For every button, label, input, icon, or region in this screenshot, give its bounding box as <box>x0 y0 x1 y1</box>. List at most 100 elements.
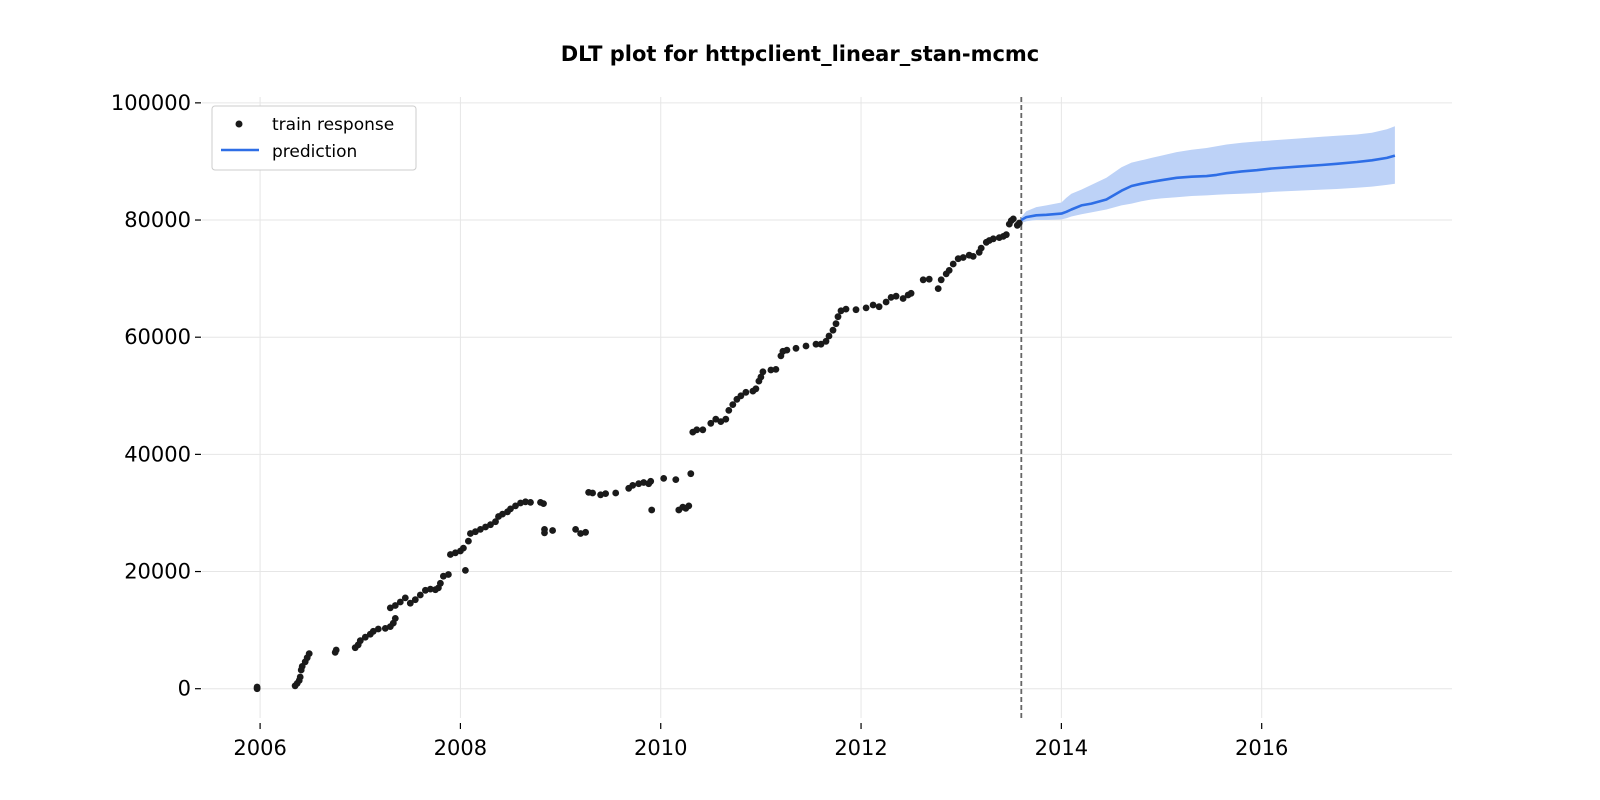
train-response-point <box>907 289 915 297</box>
train-response-point <box>729 401 737 408</box>
train-response-point <box>959 254 967 261</box>
legend-prediction-label: prediction <box>272 142 357 162</box>
train-response-point <box>332 646 340 654</box>
train-response-point <box>411 596 419 604</box>
train-response-point <box>356 637 364 645</box>
train-response-point <box>969 253 977 260</box>
train-response-point <box>875 303 883 311</box>
train-response-point <box>752 385 760 393</box>
train-response-point <box>582 528 589 536</box>
train-response-point <box>527 499 534 506</box>
train-response-point <box>977 244 985 252</box>
train-response-point <box>507 505 514 513</box>
train-response-point <box>829 326 837 334</box>
train-response-point <box>707 419 715 427</box>
train-response-point <box>361 633 369 641</box>
train-response-point <box>892 292 900 300</box>
train-response-point <box>492 518 499 526</box>
x-tick-label: 2010 <box>634 736 687 760</box>
train-response-point <box>391 602 399 609</box>
train-response-point <box>812 340 820 348</box>
x-tick-label: 2008 <box>434 736 487 760</box>
y-tick-label: 40000 <box>124 442 191 466</box>
x-tick-label: 2014 <box>1035 736 1088 760</box>
train-response-point <box>647 477 655 485</box>
train-response-point <box>549 527 556 534</box>
train-response-point <box>540 500 547 507</box>
train-response-point <box>672 476 680 483</box>
y-tick-label: 0 <box>178 677 191 701</box>
grid <box>202 97 1452 718</box>
train-response-point <box>699 426 707 434</box>
train-response-point <box>401 594 409 602</box>
train-response-layer <box>253 215 1023 693</box>
train-response-point <box>737 392 745 400</box>
prediction-line-layer <box>1020 154 1396 222</box>
train-response-point <box>477 526 484 533</box>
train-response-point <box>834 313 842 321</box>
train-response-point <box>1009 215 1017 223</box>
train-response-point <box>465 537 472 545</box>
train-response-point <box>842 305 850 313</box>
train-response-point <box>687 470 695 478</box>
legend-train-marker <box>235 120 243 128</box>
train-response-point <box>832 320 840 328</box>
train-response-point <box>296 673 304 681</box>
train-response-point <box>792 344 800 352</box>
train-response-point <box>1015 219 1023 227</box>
train-response-point <box>869 301 877 309</box>
train-response-point <box>757 373 765 381</box>
train-response-point <box>602 490 609 497</box>
train-response-point <box>989 235 997 243</box>
train-response-point <box>406 599 414 607</box>
chart-title: DLT plot for httpclient_linear_stan-mcmc <box>561 42 1040 66</box>
train-response-point <box>612 489 620 497</box>
train-response-point <box>427 585 434 593</box>
train-response-point <box>437 579 444 587</box>
train-response-point <box>725 407 733 414</box>
train-response-point <box>772 366 780 373</box>
train-response-point <box>685 502 693 510</box>
train-response-point <box>396 598 404 606</box>
train-response-point <box>541 529 548 537</box>
legend-train-label: train response <box>272 115 394 135</box>
train-response-point <box>925 275 933 283</box>
train-response-point <box>722 415 730 423</box>
train-response-point <box>817 340 825 348</box>
y-tick-label: 60000 <box>124 325 191 349</box>
x-tick-label: 2016 <box>1235 736 1288 760</box>
train-response-point <box>862 304 870 312</box>
train-response-point <box>693 426 701 434</box>
train-response-point <box>416 591 424 599</box>
train-response-point <box>660 475 668 482</box>
train-response-point <box>822 337 830 345</box>
train-response-point <box>522 498 529 506</box>
train-response-point <box>391 615 399 622</box>
train-response-point <box>460 544 467 552</box>
legend-frame <box>211 105 417 171</box>
train-response-point <box>937 276 945 284</box>
x-tick-label: 2006 <box>233 736 286 760</box>
train-response-point <box>934 285 942 292</box>
x-tick-label: 2012 <box>834 736 887 760</box>
axis-tick-labels: 2006 2008 2010 2012 2014 2016 0 20000 40000 60000… <box>111 91 1289 760</box>
train-response-point <box>759 368 767 376</box>
train-response-point <box>742 388 750 396</box>
train-response-point <box>899 295 907 302</box>
train-response-point <box>919 276 927 284</box>
legend: train response prediction <box>211 105 417 171</box>
train-response-point <box>462 567 469 574</box>
train-response-point <box>629 482 637 489</box>
train-response-point <box>487 521 494 529</box>
y-tick-label: 80000 <box>124 208 191 232</box>
train-response-point <box>825 332 833 340</box>
train-response-point <box>783 346 791 354</box>
train-response-point <box>572 526 579 533</box>
train-response-point <box>945 267 953 274</box>
y-tick-label: 20000 <box>124 560 191 584</box>
y-tick-label: 100000 <box>111 91 191 115</box>
train-response-point <box>882 298 890 306</box>
train-response-point <box>949 260 957 268</box>
train-response-point <box>374 625 382 633</box>
